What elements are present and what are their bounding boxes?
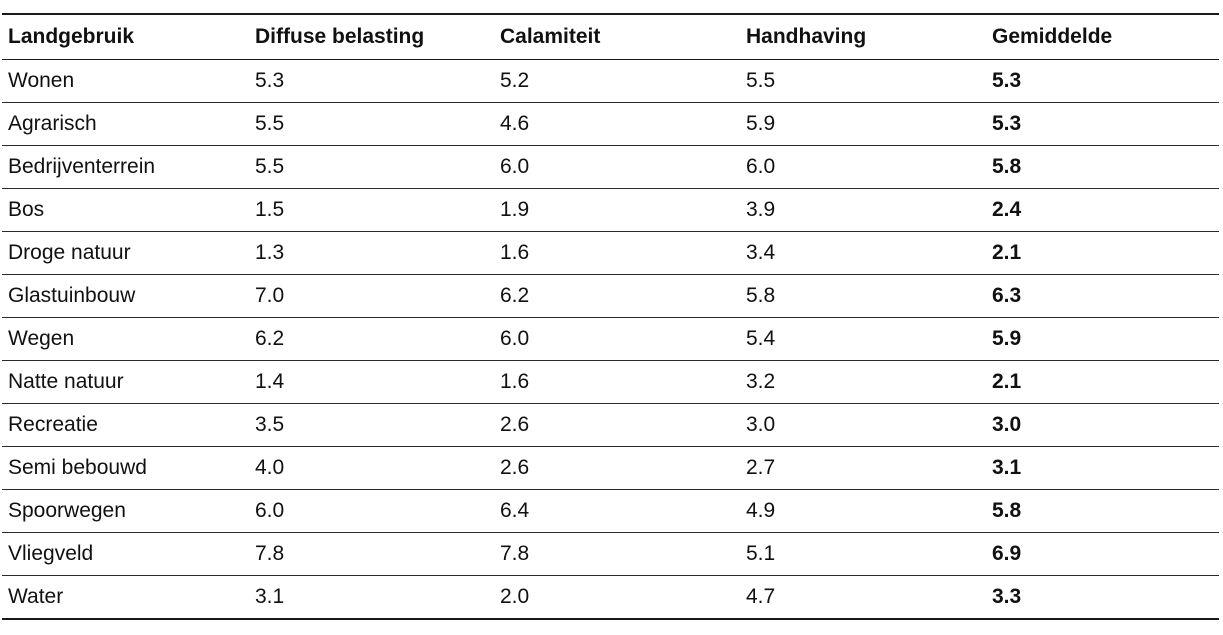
calamiteit-cell: 1.6	[494, 360, 740, 404]
table-row: Glastuinbouw 7.0 6.2 5.8 6.3	[2, 274, 1219, 318]
handhaving-cell: 3.9	[740, 188, 986, 232]
landgebruik-cell: Bedrijventerrein	[2, 145, 249, 189]
gemiddelde-cell: 5.9	[986, 317, 1219, 361]
calamiteit-cell: 6.0	[494, 145, 740, 189]
gemiddelde-cell: 2.1	[986, 360, 1219, 404]
landgebruik-cell: Wonen	[2, 59, 249, 103]
handhaving-cell: 3.0	[740, 403, 986, 447]
landgebruik-cell: Glastuinbouw	[2, 274, 249, 318]
landgebruik-cell: Wegen	[2, 317, 249, 361]
calamiteit-cell: 7.8	[494, 532, 740, 576]
diffuse-belasting-cell: 3.5	[249, 403, 494, 447]
table-row: Water 3.1 2.0 4.7 3.3	[2, 575, 1219, 620]
table-header: Landgebruik Diffuse belasting Calamiteit…	[2, 14, 1219, 60]
calamiteit-cell: 5.2	[494, 59, 740, 103]
calamiteit-cell: 6.4	[494, 489, 740, 533]
diffuse-belasting-cell: 7.8	[249, 532, 494, 576]
diffuse-belasting-cell: 5.3	[249, 59, 494, 103]
diffuse-belasting-cell: 6.2	[249, 317, 494, 361]
calamiteit-cell: 2.6	[494, 403, 740, 447]
landgebruik-cell: Agrarisch	[2, 102, 249, 146]
diffuse-belasting-cell: 3.1	[249, 575, 494, 620]
column-header-landgebruik: Landgebruik	[2, 14, 249, 60]
handhaving-cell: 3.4	[740, 231, 986, 275]
landgebruik-cell: Water	[2, 575, 249, 620]
table-row: Droge natuur 1.3 1.6 3.4 2.1	[2, 231, 1219, 275]
handhaving-cell: 5.4	[740, 317, 986, 361]
table-row: Bedrijventerrein 5.5 6.0 6.0 5.8	[2, 145, 1219, 189]
land-use-table: Landgebruik Diffuse belasting Calamiteit…	[2, 13, 1219, 620]
diffuse-belasting-cell: 5.5	[249, 102, 494, 146]
table-row: Wegen 6.2 6.0 5.4 5.9	[2, 317, 1219, 361]
landgebruik-cell: Recreatie	[2, 403, 249, 447]
calamiteit-cell: 6.0	[494, 317, 740, 361]
calamiteit-cell: 2.6	[494, 446, 740, 490]
handhaving-cell: 4.9	[740, 489, 986, 533]
gemiddelde-cell: 2.1	[986, 231, 1219, 275]
calamiteit-cell: 2.0	[494, 575, 740, 620]
column-header-calamiteit: Calamiteit	[494, 14, 740, 60]
gemiddelde-cell: 6.3	[986, 274, 1219, 318]
table-row: Recreatie 3.5 2.6 3.0 3.0	[2, 403, 1219, 447]
table-row: Spoorwegen 6.0 6.4 4.9 5.8	[2, 489, 1219, 533]
gemiddelde-cell: 3.1	[986, 446, 1219, 490]
calamiteit-cell: 4.6	[494, 102, 740, 146]
gemiddelde-cell: 5.8	[986, 145, 1219, 189]
handhaving-cell: 2.7	[740, 446, 986, 490]
calamiteit-cell: 1.9	[494, 188, 740, 232]
calamiteit-cell: 6.2	[494, 274, 740, 318]
landgebruik-cell: Natte natuur	[2, 360, 249, 404]
table-row: Vliegveld 7.8 7.8 5.1 6.9	[2, 532, 1219, 576]
diffuse-belasting-cell: 7.0	[249, 274, 494, 318]
handhaving-cell: 5.1	[740, 532, 986, 576]
handhaving-cell: 3.2	[740, 360, 986, 404]
diffuse-belasting-cell: 1.4	[249, 360, 494, 404]
gemiddelde-cell: 3.3	[986, 575, 1219, 620]
gemiddelde-cell: 5.3	[986, 102, 1219, 146]
table-row: Semi bebouwd 4.0 2.6 2.7 3.1	[2, 446, 1219, 490]
header-row: Landgebruik Diffuse belasting Calamiteit…	[2, 14, 1219, 60]
table-row: Bos 1.5 1.9 3.9 2.4	[2, 188, 1219, 232]
gemiddelde-cell: 6.9	[986, 532, 1219, 576]
calamiteit-cell: 1.6	[494, 231, 740, 275]
landgebruik-cell: Semi bebouwd	[2, 446, 249, 490]
handhaving-cell: 6.0	[740, 145, 986, 189]
handhaving-cell: 5.5	[740, 59, 986, 103]
table-row: Natte natuur 1.4 1.6 3.2 2.1	[2, 360, 1219, 404]
landgebruik-cell: Spoorwegen	[2, 489, 249, 533]
column-header-gemiddelde: Gemiddelde	[986, 14, 1219, 60]
table-body: Wonen 5.3 5.2 5.5 5.3 Agrarisch 5.5 4.6 5.9 5.3 Be…	[2, 59, 1219, 620]
gemiddelde-cell: 2.4	[986, 188, 1219, 232]
diffuse-belasting-cell: 6.0	[249, 489, 494, 533]
handhaving-cell: 5.8	[740, 274, 986, 318]
diffuse-belasting-cell: 5.5	[249, 145, 494, 189]
diffuse-belasting-cell: 1.3	[249, 231, 494, 275]
diffuse-belasting-cell: 1.5	[249, 188, 494, 232]
handhaving-cell: 4.7	[740, 575, 986, 620]
landgebruik-cell: Droge natuur	[2, 231, 249, 275]
landgebruik-cell: Bos	[2, 188, 249, 232]
diffuse-belasting-cell: 4.0	[249, 446, 494, 490]
handhaving-cell: 5.9	[740, 102, 986, 146]
column-header-handhaving: Handhaving	[740, 14, 986, 60]
gemiddelde-cell: 5.8	[986, 489, 1219, 533]
column-header-diffuse-belasting: Diffuse belasting	[249, 14, 494, 60]
gemiddelde-cell: 3.0	[986, 403, 1219, 447]
table-row: Agrarisch 5.5 4.6 5.9 5.3	[2, 102, 1219, 146]
gemiddelde-cell: 5.3	[986, 59, 1219, 103]
landgebruik-cell: Vliegveld	[2, 532, 249, 576]
table-row: Wonen 5.3 5.2 5.5 5.3	[2, 59, 1219, 103]
